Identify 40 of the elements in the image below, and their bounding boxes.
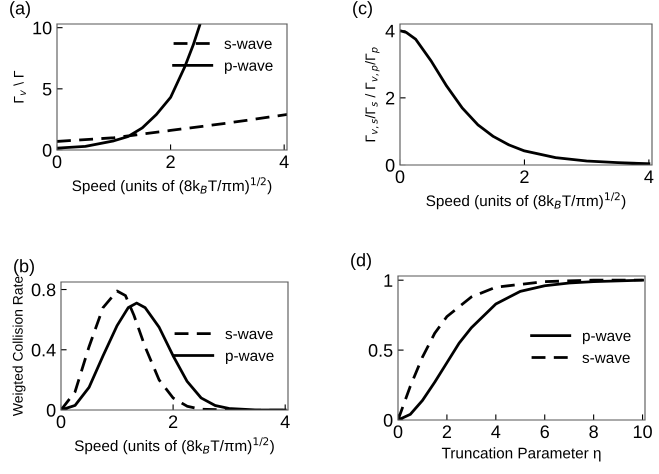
x-axis-title: Speed (units of (8k$_{B}$T/πm)$^{1/2}$): [426, 192, 626, 210]
y-tick-label: 0: [42, 144, 52, 157]
y-tick-label: 1: [384, 274, 392, 287]
x-tick-label: 4: [280, 156, 289, 168]
x-tick-label: 2: [442, 425, 452, 438]
legend-label: s-wave: [582, 354, 630, 364]
y-tick-label: 0.4: [32, 344, 56, 356]
y-tick-label: 10: [33, 22, 52, 34]
legend-label: p-wave: [226, 352, 274, 364]
chart-title: (d): [351, 253, 371, 270]
x-tick-label: 2: [168, 415, 178, 428]
y-axis-title: Γ$_{v,s}$/Γ$_{s}$ / Γ$_{v,p}$/Γ$_{p}$: [365, 47, 380, 142]
y-tick-label: 5: [42, 82, 52, 96]
x-tick-label: 0: [396, 170, 404, 184]
y-tick-label: 0: [46, 404, 56, 417]
y-axis-title: Γ$_{v}$ \ Γ: [13, 70, 26, 102]
chart-title: (b): [14, 259, 34, 276]
legend-label: p-wave: [224, 62, 273, 74]
y-tick-label: 0.8: [32, 283, 56, 296]
y-tick-label: 4: [386, 24, 395, 38]
y-axis-title: Weigted Collision Rate: [12, 276, 26, 416]
x-tick-label: 2: [520, 170, 529, 183]
x-tick-label: 6: [540, 425, 549, 438]
x-tick-label: 4: [644, 170, 654, 183]
x-tick-label: 0: [56, 415, 66, 428]
x-axis-title: Speed (units of (8k$_{B}$T/πm)$^{1/2}$): [74, 437, 274, 454]
x-axis-title: Speed (units of (8k$_{B}$T/πm)$^{1/2}$): [72, 177, 272, 194]
legend-label: s-wave: [224, 40, 272, 49]
x-axis-title: Truncation Parameter η: [442, 447, 600, 462]
chart-title: (a): [10, 1, 30, 18]
y-tick-label: 2: [386, 92, 394, 104]
legend-label: p-wave: [582, 332, 631, 344]
chart-title: (c): [353, 1, 372, 18]
x-tick-label: 4: [491, 426, 500, 438]
x-tick-label: 4: [280, 416, 290, 428]
y-tick-label: 0.5: [368, 344, 392, 357]
x-tick-label: 10: [634, 425, 652, 438]
x-tick-label: 8: [589, 425, 598, 438]
x-tick-label: 2: [166, 155, 175, 168]
legend-label: s-wave: [225, 330, 273, 340]
